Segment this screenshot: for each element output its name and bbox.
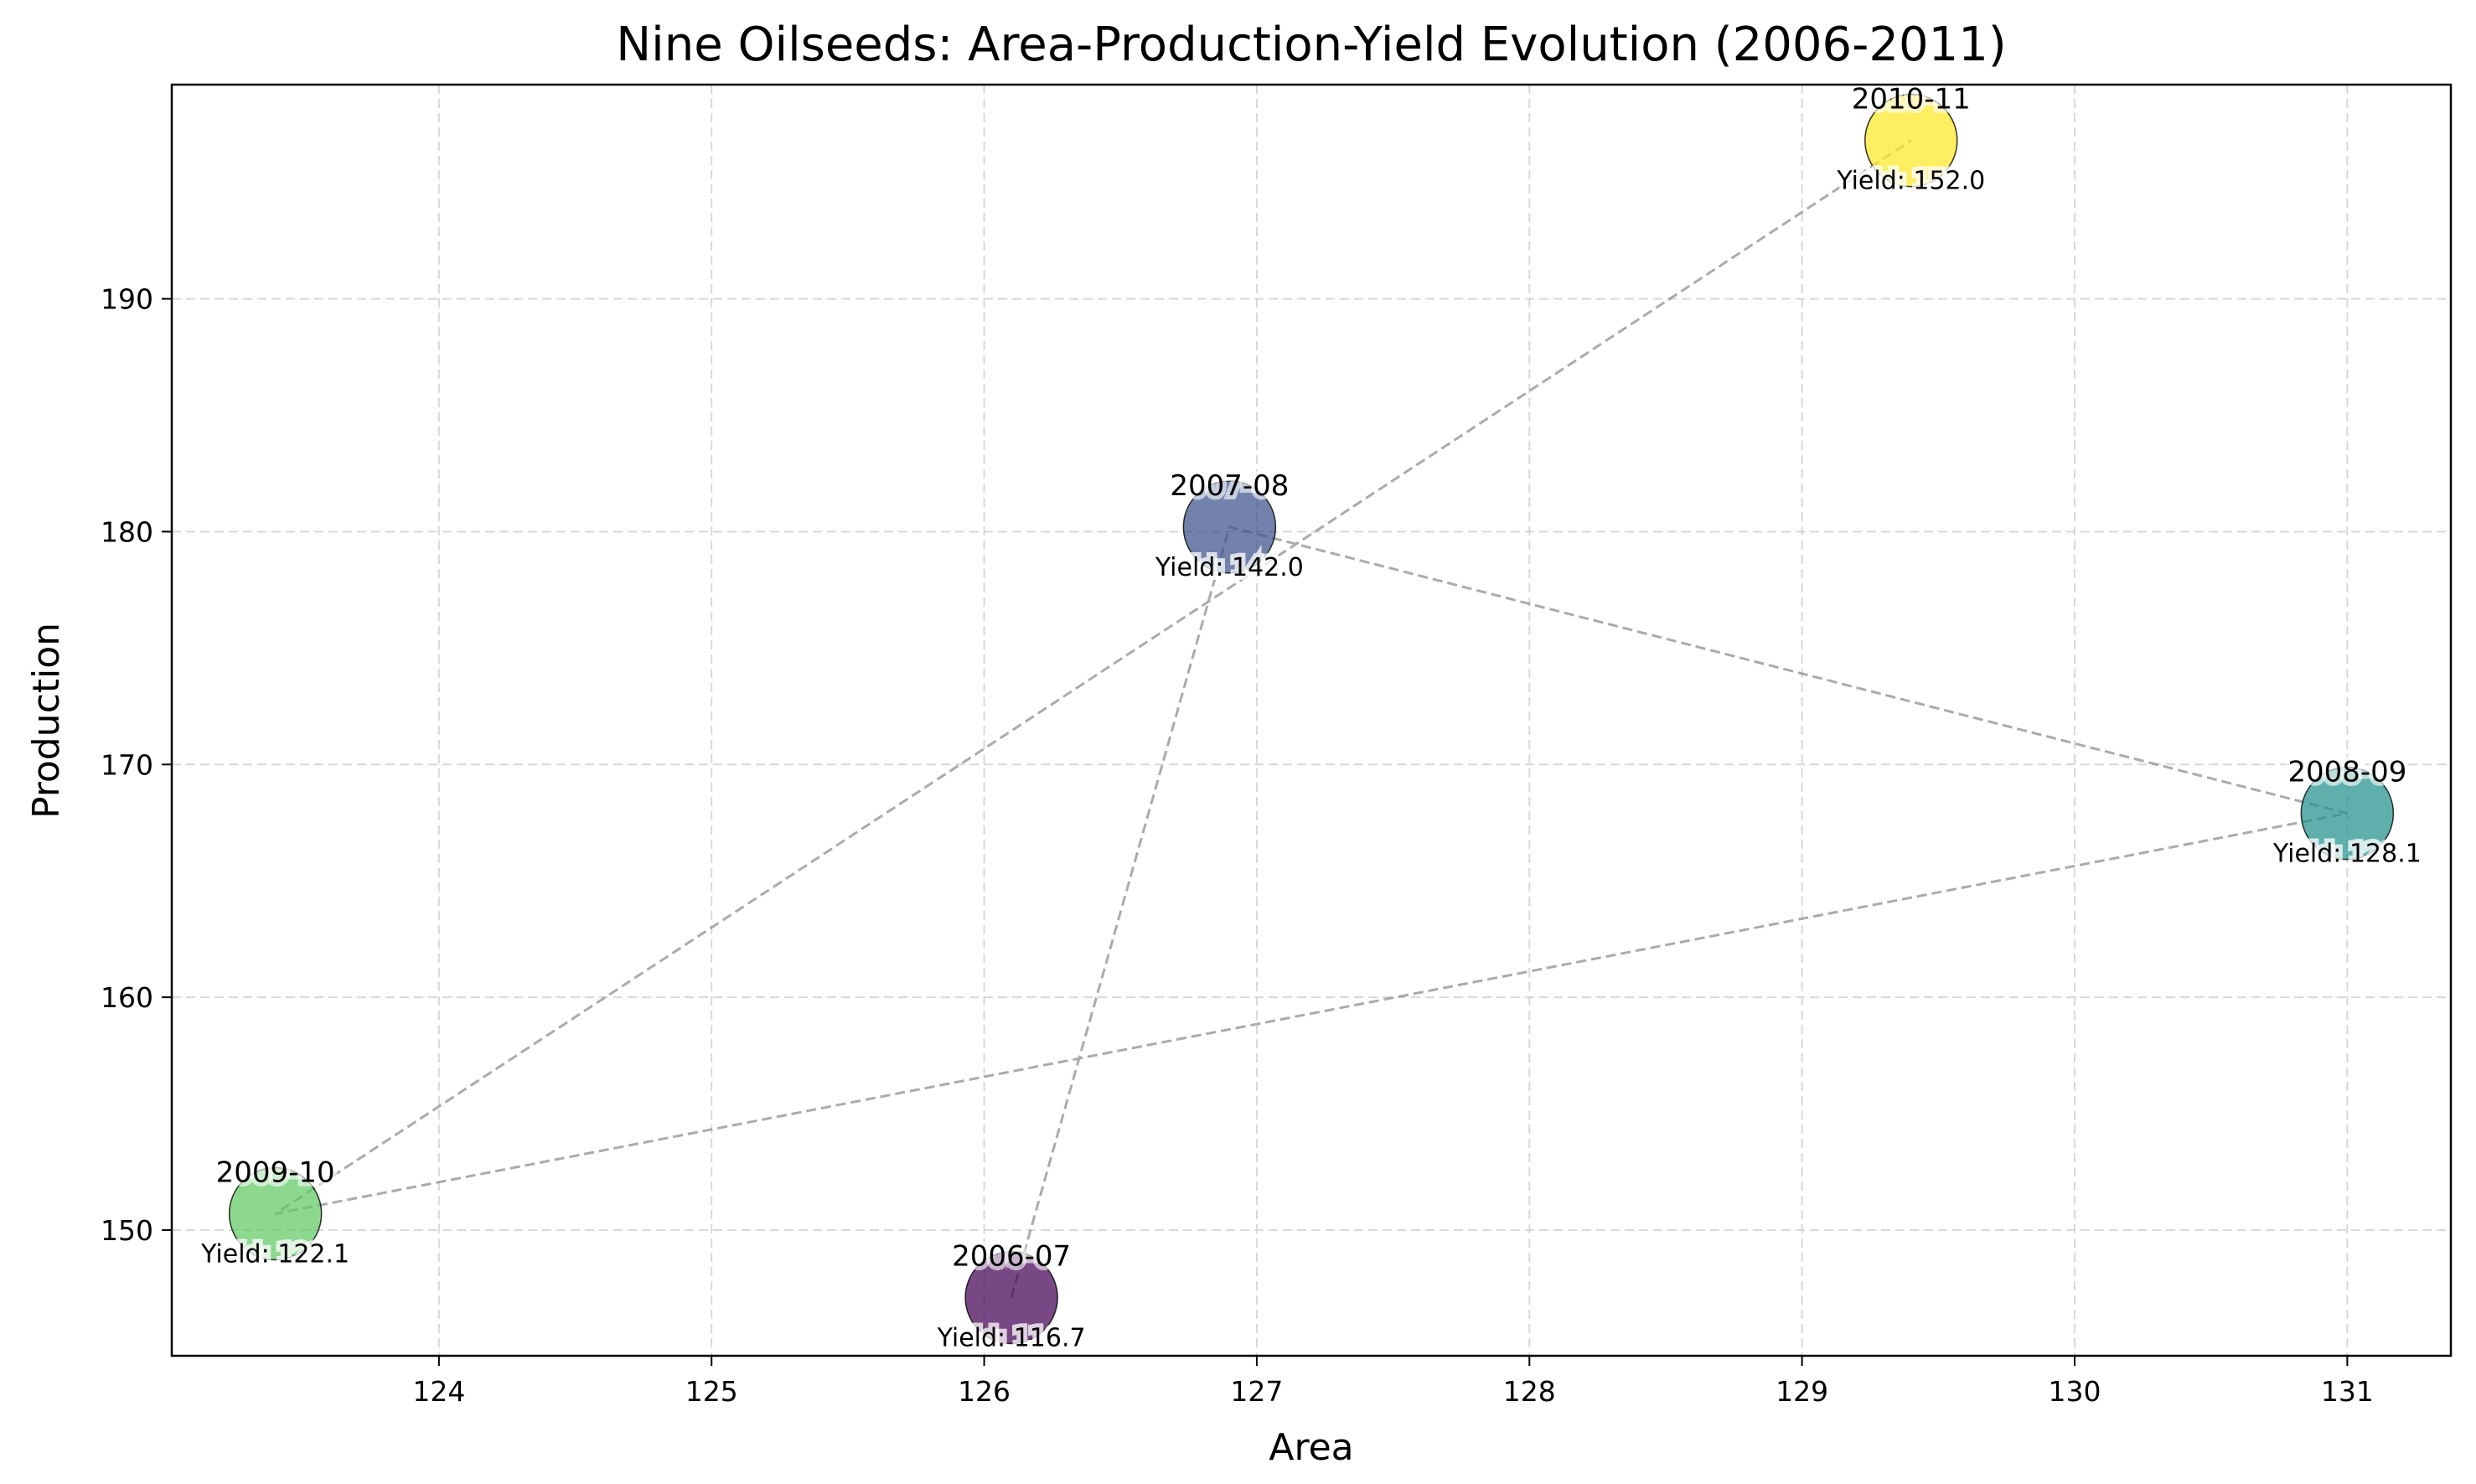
tick-layer: 124 125 126 127 128 129 130 131 150 160 170 180 190 [101,283,2374,1408]
point-year-label: 2009-10 [216,1156,335,1190]
plot-frame [170,83,2453,1357]
point-year-label: 2007-08 [1170,469,1289,503]
x-tick-label: 130 [2049,1375,2101,1408]
y-tick-label: 160 [101,981,153,1014]
bubble-2010-11[interactable] [1864,93,1958,188]
point-year-label: 2006-07 [952,1240,1071,1274]
label-layer: 2006-07 Yield: 116.7 2007-08 Yield: 142.0 20… [196,79,2426,1357]
point-yield-label: Yield: 152.0 [1836,167,1985,196]
y-tick-label: 150 [101,1214,153,1247]
x-axis-label: Area [1269,1426,1353,1469]
x-tick-label: 124 [412,1375,465,1408]
y-tick-label: 180 [101,515,153,548]
point-year-label: 2008-09 [2287,756,2406,789]
x-tick-label: 131 [2321,1375,2374,1408]
x-tick-label: 128 [1503,1375,1556,1408]
bubble-2009-10[interactable] [228,1166,323,1261]
bubble-layer [228,93,2395,1345]
point-yield-label: Yield: 128.1 [2272,840,2422,869]
y-tick-label: 170 [101,748,153,781]
point-yield-label: Yield: 122.1 [200,1240,349,1269]
grid-layer [172,85,2451,1356]
x-tick-label: 129 [1776,1375,1828,1408]
x-tick-label: 126 [958,1375,1011,1408]
y-axis-label: Production [25,623,68,819]
x-tick-label: 127 [1230,1375,1283,1408]
plot-area [172,85,2451,1356]
point-yield-label: Yield: 142.0 [1155,553,1304,582]
x-tick-label: 125 [685,1375,738,1408]
chart-title: Nine Oilseeds: Area-Production-Yield Evo… [616,18,2006,72]
bubble-2006-07[interactable] [964,1250,1058,1345]
point-yield-label: Yield: 116.7 [937,1324,1086,1353]
bubble-2007-08[interactable] [1182,480,1277,574]
y-tick-label: 190 [101,283,153,316]
bubble-2008-09[interactable] [2300,766,2395,861]
point-year-label: 2010-11 [1852,83,1971,116]
